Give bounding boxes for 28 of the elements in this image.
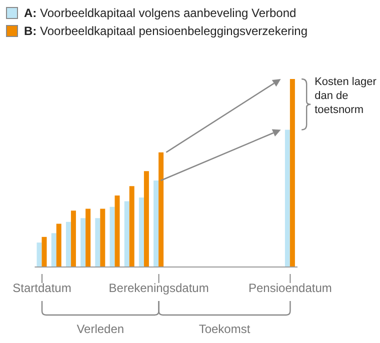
text: Verleden <box>76 322 124 336</box>
bar <box>138 197 144 267</box>
bar <box>36 242 42 267</box>
bar <box>144 171 149 267</box>
bar <box>56 224 62 267</box>
x-tick-label: Berekeningsdatum <box>108 281 209 295</box>
x-tick-label: Startdatum <box>12 281 72 295</box>
bar <box>42 236 47 267</box>
legend-label: B: Voorbeeldkapitaal pensioenbeleggingsverzekering <box>24 24 308 38</box>
bar <box>70 210 76 267</box>
bar <box>290 79 295 267</box>
bar <box>100 208 106 267</box>
bar <box>114 196 120 267</box>
bar <box>158 152 164 267</box>
bar <box>284 130 290 267</box>
x-tick-label: Pensioendatum <box>248 281 332 295</box>
legend-label: A: Voorbeeldkapitaal volgens aanbeveling Verbond <box>24 6 296 20</box>
bar <box>86 208 91 267</box>
bar <box>129 186 134 267</box>
bar <box>66 222 71 267</box>
bar <box>110 206 115 267</box>
bar <box>95 218 100 267</box>
bar <box>124 201 130 267</box>
text: Kosten lager dan de toetsnorm <box>314 75 378 117</box>
bar <box>154 180 159 267</box>
bar <box>80 218 86 267</box>
bar <box>51 233 56 267</box>
text: Toekomst <box>198 322 251 336</box>
